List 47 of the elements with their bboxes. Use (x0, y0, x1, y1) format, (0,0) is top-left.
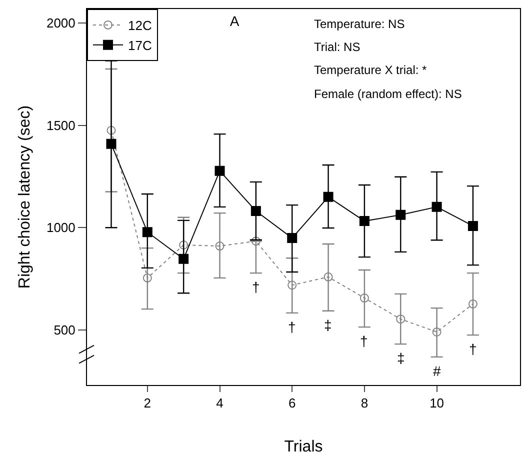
point (432, 327, 442, 336)
point (106, 138, 116, 149)
x-tick-label: 2 (144, 396, 152, 411)
annotation: † (360, 333, 368, 349)
annotation: Temperature X trial: * (314, 63, 428, 77)
point (359, 216, 370, 226)
y-axis-title: Right choice latency (sec) (16, 105, 34, 289)
annotation: Temperature: NS (314, 17, 405, 31)
y-tick-label: 2000 (46, 15, 76, 30)
point (432, 202, 442, 212)
y-tick-label: 1000 (46, 220, 76, 236)
point (396, 210, 406, 220)
point (360, 294, 369, 303)
annotation: ‡ (397, 350, 405, 366)
point (468, 299, 478, 308)
point (287, 233, 298, 244)
annotation: # (433, 363, 441, 379)
y-tick-label: 1500 (46, 118, 76, 133)
annotation: ‡ (324, 317, 332, 333)
point (142, 273, 152, 282)
point (251, 236, 260, 246)
point (142, 227, 152, 238)
point (396, 314, 406, 324)
point (324, 272, 333, 282)
chart-title: A (230, 13, 240, 30)
point (215, 242, 224, 251)
point (323, 192, 334, 202)
annotation: † (252, 279, 260, 295)
annotation: † (288, 319, 296, 335)
annotation: Trial: NS (314, 40, 360, 54)
legend-label: 12C (128, 18, 152, 34)
annotation: † (469, 341, 477, 357)
x-tick-label: 10 (430, 396, 444, 411)
point (178, 254, 189, 264)
legend-label: 17C (128, 38, 152, 53)
point (106, 126, 116, 135)
point (214, 166, 225, 176)
x-tick-label: 6 (288, 396, 296, 411)
point (179, 240, 188, 250)
x-axis-title: Trials (284, 438, 323, 456)
y-tick-label: 500 (54, 322, 76, 338)
point (250, 206, 261, 216)
point (288, 280, 297, 290)
annotation: Female (random effect): NS (314, 87, 462, 101)
x-tick-label: 8 (360, 396, 368, 411)
point (468, 220, 478, 231)
x-tick-label: 4 (216, 396, 224, 411)
